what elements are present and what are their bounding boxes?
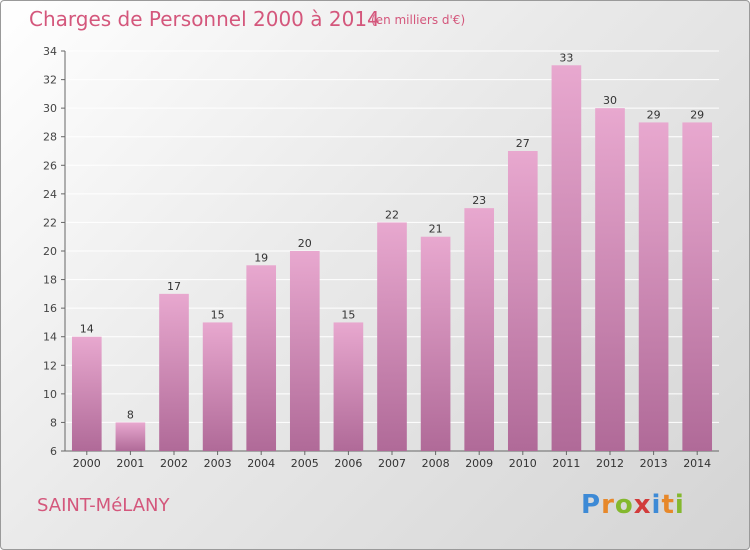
y-tick-label: 22 (43, 216, 57, 229)
x-tick-label: 2013 (640, 457, 668, 470)
proxiti-logo: Proxiti (581, 490, 685, 520)
y-tick-label: 28 (43, 131, 57, 144)
x-tick-label: 2006 (334, 457, 362, 470)
y-tick-label: 30 (43, 102, 57, 115)
bar-2000 (71, 336, 102, 451)
value-label: 8 (127, 408, 134, 421)
value-label: 22 (385, 208, 399, 221)
x-tick-label: 2008 (422, 457, 450, 470)
x-tick-label: 2009 (465, 457, 493, 470)
bars (71, 65, 713, 452)
logo-letter: r (601, 490, 615, 520)
value-label: 23 (472, 194, 486, 207)
bar-2002 (159, 293, 189, 451)
y-tick-label: 16 (43, 302, 57, 315)
y-tick-label: 18 (43, 274, 57, 287)
y-tick-label: 24 (43, 188, 57, 201)
value-label: 19 (254, 251, 268, 264)
x-tick-label: 2005 (291, 457, 319, 470)
bar-2012 (595, 108, 625, 452)
logo-letter: i (651, 490, 662, 520)
bar-2001 (115, 422, 146, 451)
chart-subtitle: (en milliers d'€) (371, 13, 466, 27)
bar-2014 (682, 122, 713, 451)
x-tick-label: 2000 (73, 457, 101, 470)
logo-letter: x (633, 490, 652, 520)
bar-2005 (289, 251, 320, 451)
bar-2011 (551, 65, 582, 452)
logo-letter: o (614, 490, 634, 520)
x-tick-label: 2004 (247, 457, 275, 470)
value-label: 33 (559, 51, 573, 64)
x-tick-label: 2011 (552, 457, 580, 470)
labels: 6 8 10 12 14 16 18 20 22 24 26 28 30 32 34 14 2000 8 2001 1… (43, 45, 711, 470)
bar-2013 (638, 122, 669, 451)
y-tick-label: 14 (43, 331, 57, 344)
logo-letter: t (661, 490, 675, 520)
value-label: 20 (298, 237, 312, 250)
y-tick-label: 26 (43, 159, 57, 172)
bar-2006 (333, 322, 364, 451)
y-tick-label: 6 (50, 445, 57, 458)
x-tick-label: 2001 (116, 457, 144, 470)
bar-2008 (420, 236, 451, 451)
x-tick-label: 2012 (596, 457, 624, 470)
chart-title: Charges de Personnel 2000 à 2014 (29, 7, 380, 31)
x-tick-label: 2002 (160, 457, 188, 470)
x-tick-label: 2010 (509, 457, 537, 470)
value-label: 15 (341, 308, 355, 321)
bar-2007 (377, 222, 407, 451)
value-label: 27 (516, 137, 530, 150)
y-tick-label: 34 (43, 45, 57, 58)
x-tick-label: 2014 (683, 457, 711, 470)
value-label: 30 (603, 94, 617, 107)
value-label: 21 (429, 223, 443, 236)
bar-2010 (507, 151, 538, 451)
x-tick-label: 2003 (204, 457, 232, 470)
value-label: 29 (690, 108, 704, 121)
value-label: 15 (211, 308, 225, 321)
commune-name: SAINT-MéLANY (37, 495, 170, 516)
bar-2003 (202, 322, 233, 451)
y-tick-label: 20 (43, 245, 57, 258)
y-tick-label: 32 (43, 74, 57, 87)
logo-letter: P (581, 490, 602, 520)
x-tick-label: 2007 (378, 457, 406, 470)
y-tick-label: 12 (43, 359, 57, 372)
bar-2009 (464, 208, 495, 451)
value-label: 29 (647, 108, 661, 121)
value-label: 17 (167, 280, 181, 293)
y-tick-label: 10 (43, 388, 57, 401)
logo-letter: i (674, 490, 685, 520)
bar-2004 (246, 265, 277, 451)
value-label: 14 (80, 323, 94, 336)
y-tick-label: 8 (50, 416, 57, 429)
